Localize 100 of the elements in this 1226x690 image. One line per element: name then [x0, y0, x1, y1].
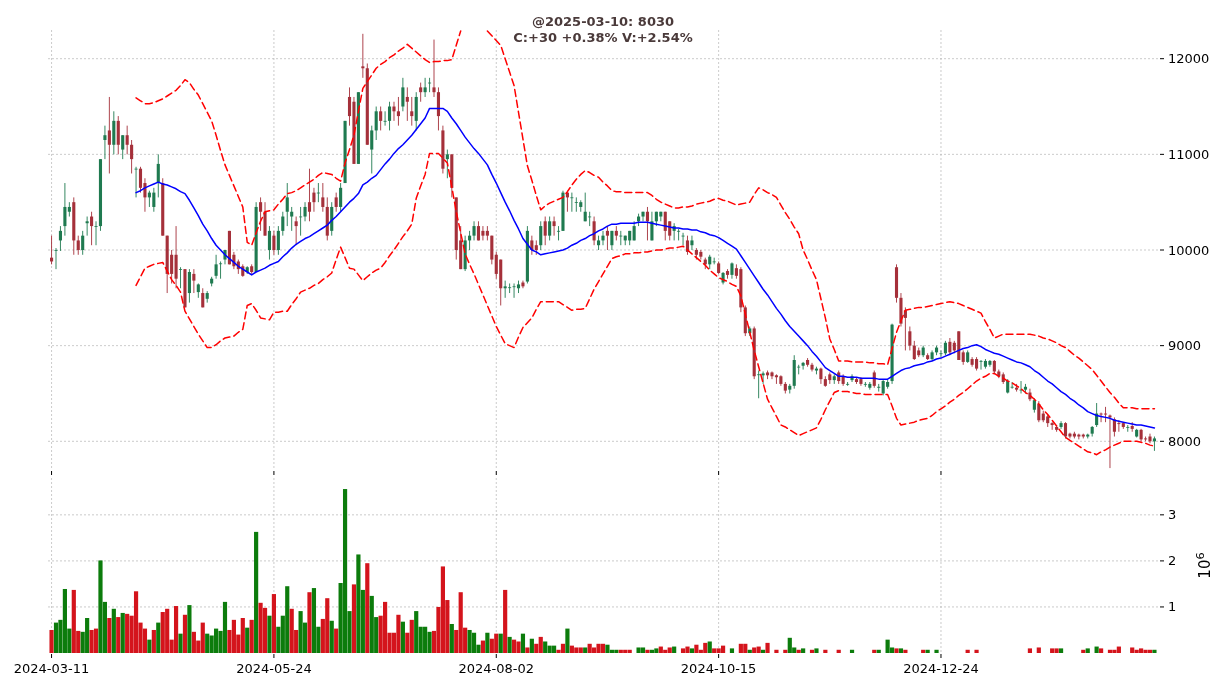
- bar: [267, 615, 272, 653]
- y-tick-label: 2: [1168, 553, 1177, 569]
- candlestick: [383, 110, 387, 127]
- bar: [254, 531, 259, 653]
- candlestick: [76, 235, 80, 256]
- chart-title: @2025-03-10: 8030: [531, 14, 675, 29]
- bar: [356, 554, 361, 653]
- bar: [440, 566, 445, 653]
- candlestick: [863, 381, 867, 388]
- bar: [1027, 648, 1033, 653]
- bar: [974, 649, 979, 653]
- bar: [423, 626, 428, 653]
- x-tick-label: 2024-12-24: [903, 661, 979, 676]
- bar: [53, 622, 59, 653]
- bar: [173, 606, 179, 653]
- candlestick: [392, 101, 396, 122]
- bar: [965, 649, 970, 653]
- bar: [716, 648, 721, 653]
- candlestick: [556, 225, 561, 241]
- bar: [111, 608, 116, 653]
- bar: [325, 598, 330, 653]
- bar: [1085, 648, 1090, 653]
- bar: [1054, 648, 1059, 653]
- bar: [565, 628, 570, 653]
- candlestick: [481, 225, 485, 241]
- bar: [578, 647, 583, 653]
- bar: [934, 649, 939, 653]
- bar: [592, 647, 597, 653]
- candlestick: [877, 383, 881, 393]
- candlestick: [846, 381, 850, 387]
- bar: [894, 648, 899, 653]
- bar: [627, 649, 632, 653]
- candlestick: [58, 225, 63, 252]
- bar: [334, 628, 339, 653]
- candlestick: [503, 280, 507, 299]
- bar: [147, 639, 152, 653]
- bar: [383, 601, 388, 653]
- bar: [249, 619, 254, 653]
- bar: [285, 586, 290, 653]
- bar: [640, 647, 646, 653]
- candlestick: [436, 86, 441, 131]
- candlestick: [321, 182, 325, 213]
- bar: [1143, 649, 1148, 653]
- y-tick-label: 10000: [1168, 242, 1210, 258]
- candlestick: [361, 33, 365, 79]
- candlestick: [423, 77, 427, 98]
- x-tick-label: 2024-03-11: [13, 661, 90, 676]
- candlestick: [263, 201, 267, 237]
- bar: [396, 614, 401, 653]
- candlestick: [267, 225, 272, 261]
- candlestick: [90, 211, 94, 246]
- bar: [329, 620, 334, 653]
- candlestick: [370, 125, 374, 174]
- candlestick: [583, 192, 587, 222]
- candlestick: [1108, 414, 1112, 469]
- bar: [49, 629, 54, 653]
- bar: [654, 648, 659, 653]
- bar: [342, 489, 348, 653]
- bar: [872, 649, 877, 653]
- candlestick: [1099, 412, 1103, 423]
- bar: [694, 644, 699, 653]
- bar: [511, 639, 517, 653]
- bar: [1130, 647, 1135, 653]
- candlestick: [432, 39, 436, 98]
- candlestick: [303, 201, 307, 222]
- bar: [720, 645, 726, 653]
- bar: [107, 618, 112, 653]
- candlestick: [939, 349, 943, 358]
- bar: [89, 629, 94, 653]
- bar: [903, 649, 908, 653]
- bar: [231, 619, 236, 653]
- bar: [307, 592, 312, 653]
- candlestick: [552, 216, 556, 237]
- candlestick: [192, 268, 196, 294]
- candlestick: [490, 235, 494, 265]
- bar: [703, 642, 708, 653]
- bar: [156, 622, 161, 653]
- bar: [609, 649, 614, 653]
- bar: [262, 607, 268, 653]
- bar: [921, 649, 926, 653]
- bar: [427, 631, 432, 653]
- candlestick: [294, 216, 298, 246]
- bar: [587, 643, 592, 653]
- bar: [191, 631, 196, 653]
- bar: [645, 649, 650, 653]
- bar: [365, 563, 370, 653]
- candlestick: [1103, 406, 1108, 423]
- bar: [516, 641, 521, 653]
- candlestick: [281, 211, 285, 237]
- candlestick: [908, 326, 912, 351]
- bar: [507, 636, 512, 653]
- bar: [520, 633, 526, 653]
- candlestick: [405, 86, 409, 122]
- x-tick-label: 2024-05-24: [236, 661, 312, 676]
- candlestick: [94, 220, 98, 246]
- bar: [783, 649, 788, 653]
- candlestick: [548, 216, 552, 241]
- candlestick: [601, 230, 605, 246]
- bar: [1112, 649, 1117, 653]
- bar: [71, 589, 76, 653]
